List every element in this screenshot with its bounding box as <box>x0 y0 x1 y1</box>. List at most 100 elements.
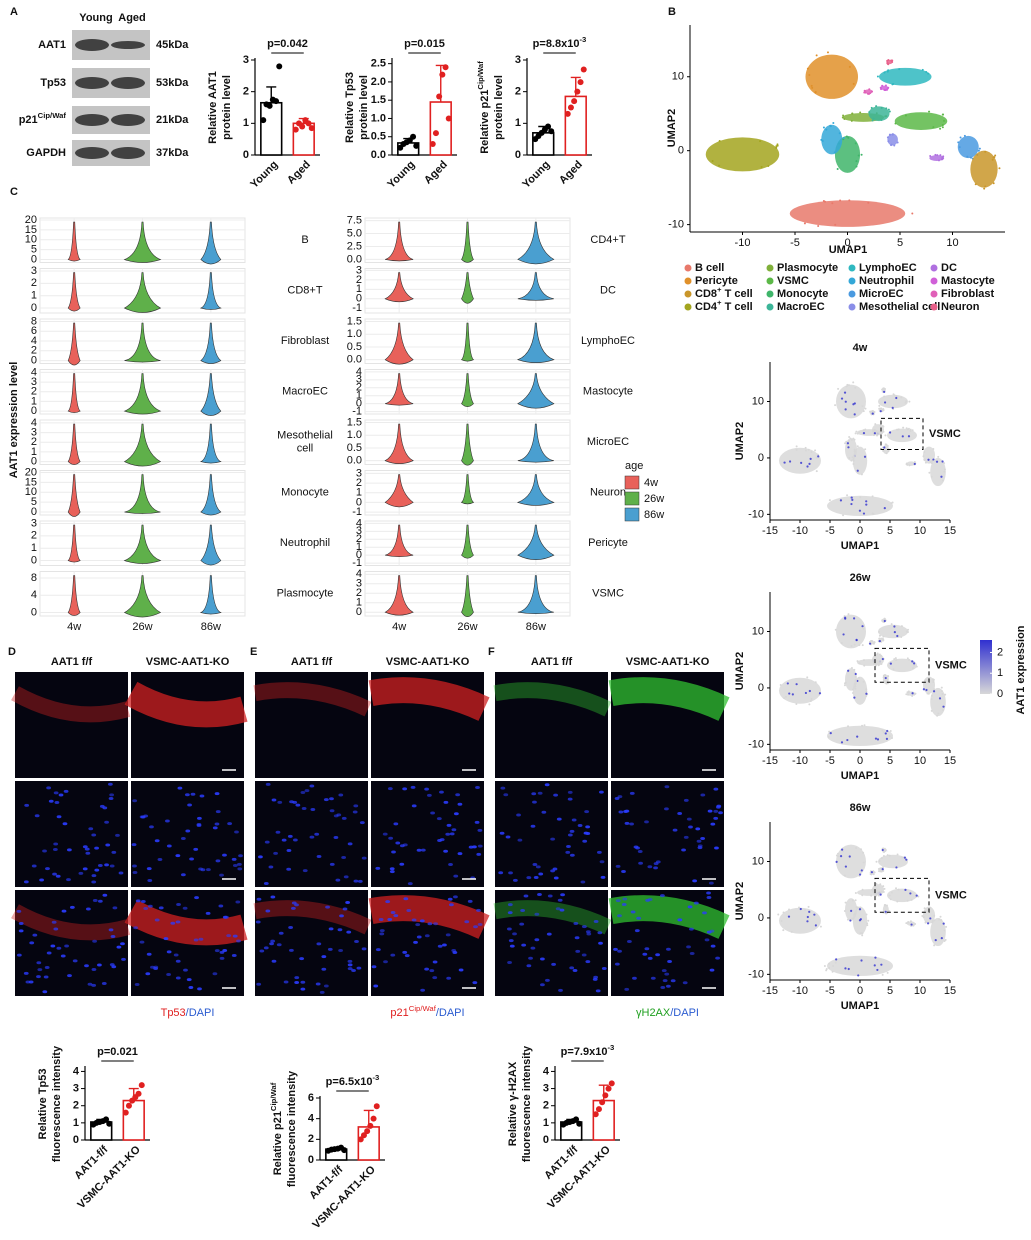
nucleus <box>281 838 287 842</box>
text-part: -3 <box>607 1043 614 1052</box>
x-tick-label: -5 <box>825 755 835 767</box>
nucleus <box>411 804 417 808</box>
cell-dot <box>827 736 830 739</box>
cell-dot <box>867 919 870 922</box>
cell-dot <box>871 888 874 891</box>
y-tick-label: 2 <box>356 533 362 545</box>
nucleus <box>677 918 683 922</box>
vsmc-box-label: VSMC <box>935 889 967 901</box>
cell-dot <box>875 105 878 108</box>
nucleus <box>567 833 573 837</box>
nucleus <box>599 790 604 794</box>
y-tick-label: 1 <box>515 117 521 129</box>
legend-label: Mastocyte <box>941 275 995 287</box>
cell-dot <box>825 128 828 131</box>
nucleus <box>139 940 145 944</box>
nucleus <box>67 974 72 978</box>
nucleus <box>62 822 68 826</box>
cluster <box>836 844 866 879</box>
nucleus <box>427 922 433 926</box>
y-axis-label: protein level <box>493 75 505 140</box>
nucleus <box>530 946 536 950</box>
y-tick-label: 0 <box>31 456 37 468</box>
expression-dot <box>873 964 876 967</box>
blot-row-label: Tp53 <box>40 77 66 89</box>
cell-dot <box>853 643 856 646</box>
cell-dot <box>854 675 857 678</box>
violin-row-label: Monocyte <box>281 487 329 499</box>
nucleus <box>66 878 71 882</box>
nucleus <box>99 804 105 808</box>
nucleus <box>446 976 452 980</box>
y-tick-label: 5 <box>31 496 37 508</box>
nucleus <box>449 832 455 836</box>
nucleus <box>508 939 514 943</box>
cell-dot <box>850 666 853 669</box>
nucleus <box>560 893 565 897</box>
cell-dot <box>858 676 861 679</box>
nucleus <box>206 868 211 872</box>
y-axis-label: Relative Tp53 <box>344 72 356 143</box>
cell-dot <box>886 59 889 62</box>
cell-dot <box>882 676 885 679</box>
nucleus <box>121 957 126 961</box>
nucleus <box>512 878 518 882</box>
cell-dot <box>854 142 857 145</box>
nucleus <box>706 895 712 899</box>
cell-dot <box>872 434 875 437</box>
y-tick-label: -10 <box>748 968 764 980</box>
nucleus <box>410 785 416 789</box>
nucleus <box>176 902 181 906</box>
nucleus <box>653 862 659 866</box>
cluster <box>805 54 858 99</box>
text-part: Relative p21 <box>272 1111 284 1175</box>
text-part: p21 <box>19 114 38 126</box>
condition-label: VSMC-AAT1-KO <box>626 656 710 668</box>
y-tick-label: 8 <box>31 315 37 327</box>
cell-dot <box>991 158 994 161</box>
cell-dot <box>854 891 857 894</box>
violin-row-label: Fibroblast <box>281 335 329 347</box>
nucleus <box>477 923 483 927</box>
expression-dot <box>942 705 945 708</box>
cell-dot <box>866 924 869 927</box>
blot-band <box>75 147 109 159</box>
y-tick-label: 2 <box>31 386 37 398</box>
nucleus <box>476 852 482 856</box>
cell-dot <box>860 153 863 156</box>
text-part: MacroEC <box>777 301 825 313</box>
cell-dot <box>930 698 933 701</box>
cluster <box>836 384 866 419</box>
nucleus <box>629 791 635 795</box>
cell-dot <box>880 654 883 657</box>
nucleus <box>630 910 636 914</box>
x-tick-label: -10 <box>792 525 808 537</box>
nucleus <box>338 793 344 797</box>
cell-dot <box>940 158 943 161</box>
nucleus <box>323 798 329 802</box>
nucleus <box>585 825 591 829</box>
violin <box>516 322 555 363</box>
nucleus <box>341 816 347 820</box>
cell-dot <box>861 894 864 897</box>
legend-swatch <box>848 277 856 285</box>
expression-dot <box>813 913 816 916</box>
expression-dot <box>932 690 936 693</box>
data-point <box>567 104 574 111</box>
nucleus <box>586 932 592 936</box>
cell-dot <box>891 60 894 63</box>
cell-dot <box>907 921 910 924</box>
y-tick-label: 4 <box>31 417 37 429</box>
cell-dot <box>905 922 908 925</box>
y-tick-label: 2 <box>243 86 249 98</box>
nucleus <box>534 912 540 916</box>
legend-swatch <box>848 264 856 272</box>
x-tick-label: VSMC-AAT1-KO <box>310 1163 378 1231</box>
text-part: AAT1 <box>38 39 66 51</box>
y-tick-label: 3 <box>243 54 249 66</box>
cell-dot <box>865 913 868 916</box>
text-part: Relative Tp53 <box>344 72 356 143</box>
cell-dot <box>927 72 930 75</box>
expression-dot <box>938 697 942 700</box>
